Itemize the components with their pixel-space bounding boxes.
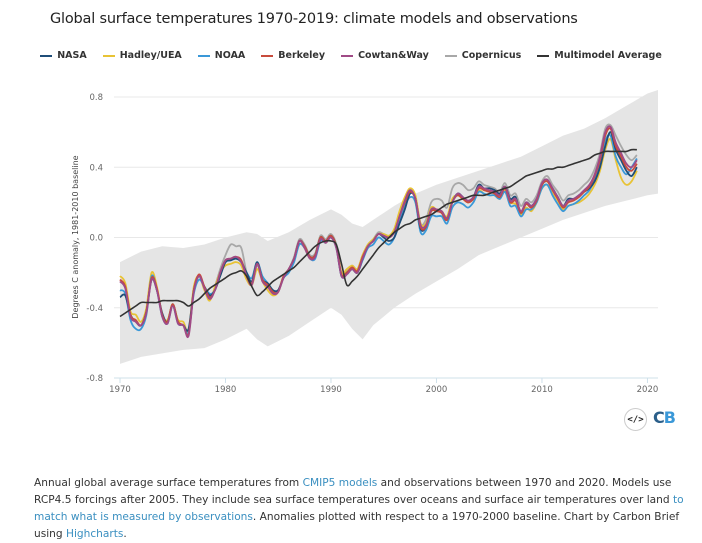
y-tick-label: -0.8 bbox=[86, 374, 103, 384]
code-icon: </> bbox=[627, 414, 644, 425]
legend-label: Cowtan&Way bbox=[358, 50, 429, 61]
highcharts-link[interactable]: Highcharts bbox=[65, 528, 124, 540]
chart-legend: NASA Hadley/UEA NOAA Berkeley Cowtan&Way Cope… bbox=[0, 50, 702, 61]
legend-swatch bbox=[444, 54, 457, 57]
legend-label: Copernicus bbox=[461, 50, 522, 61]
y-tick-label: 0.4 bbox=[89, 163, 103, 173]
model-range-area bbox=[120, 90, 658, 364]
series-line-multimodel-average[interactable] bbox=[119, 148, 637, 318]
legend-swatch bbox=[40, 54, 53, 57]
chart-caption: Annual global average surface temperatur… bbox=[34, 477, 684, 540]
legend-swatch bbox=[261, 54, 274, 57]
legend-label: Berkeley bbox=[278, 50, 326, 61]
legend-item-cowtan-way[interactable]: Cowtan&Way bbox=[341, 50, 429, 61]
x-tick-label: 1970 bbox=[109, 385, 131, 395]
legend-item-hadley-uea[interactable]: Hadley/UEA bbox=[102, 50, 182, 61]
x-tick-label: 1980 bbox=[215, 385, 237, 395]
y-tick-label: 0.0 bbox=[89, 234, 103, 244]
legend-item-nasa[interactable]: NASA bbox=[40, 50, 87, 61]
axes: 1970 1980 1990 2000 2010 2020 bbox=[109, 378, 658, 395]
legend-item-noaa[interactable]: NOAA bbox=[197, 50, 246, 61]
legend-label: Hadley/UEA bbox=[119, 50, 182, 61]
x-tick-label: 2010 bbox=[531, 385, 553, 395]
legend-item-berkeley[interactable]: Berkeley bbox=[261, 50, 325, 61]
series-lines bbox=[119, 123, 638, 339]
chart-title: Global surface temperatures 1970-2019: c… bbox=[50, 11, 578, 27]
x-tick-label: 2020 bbox=[637, 385, 659, 395]
legend-item-copernicus[interactable]: Copernicus bbox=[444, 50, 522, 61]
legend-item-multimodel-average[interactable]: Multimodel Average bbox=[537, 50, 662, 61]
legend-label: Multimodel Average bbox=[554, 50, 662, 61]
y-axis-title: Degrees C anomaly, 1981-2010 baseline bbox=[71, 155, 80, 318]
chart-plot: 0.8 0.4 0.0 -0.4 -0.8 1970 1980 1990 2000 2010 20… bbox=[71, 90, 658, 395]
match-observations-link[interactable]: to match what is measured by observation… bbox=[34, 494, 684, 523]
cmip5-models-link[interactable]: CMIP5 models bbox=[302, 477, 378, 489]
y-tick-label: 0.8 bbox=[89, 93, 103, 103]
legend-swatch bbox=[341, 54, 354, 57]
embed-code-button[interactable]: </> bbox=[624, 408, 647, 431]
legend-label: NOAA bbox=[214, 50, 246, 61]
y-tick-label: -0.4 bbox=[86, 304, 103, 314]
legend-swatch bbox=[102, 54, 115, 57]
x-tick-label: 1990 bbox=[320, 385, 342, 395]
legend-swatch bbox=[197, 54, 210, 57]
x-tick-label: 2000 bbox=[426, 385, 448, 395]
legend-label: NASA bbox=[57, 50, 87, 61]
legend-swatch bbox=[537, 54, 550, 57]
model-range-band bbox=[120, 90, 658, 364]
carbon-brief-logo[interactable]: CB bbox=[653, 408, 676, 427]
